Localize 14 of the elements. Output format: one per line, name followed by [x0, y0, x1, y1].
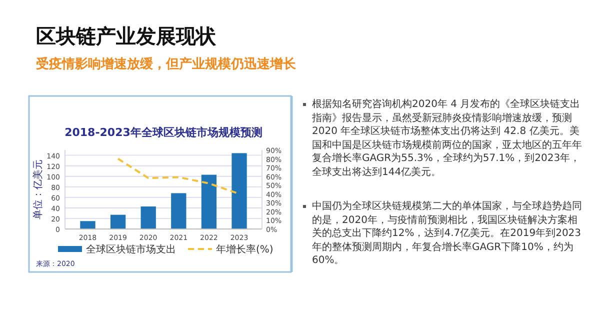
y-axis-title: 单位：亿美元 [32, 160, 44, 220]
bar [110, 214, 126, 229]
bar [80, 221, 96, 229]
text: 2018-2023年全球区块链市场规模预测 [64, 126, 262, 139]
bar [140, 206, 156, 229]
chart-subtitle: 受疫情影响增速放缓，但产业规模仍迅速增长 [35, 56, 297, 72]
bar [232, 153, 247, 229]
chart-title: 区块链产业发展现状 [36, 24, 217, 48]
legend-label: 年增长率(%) [216, 244, 274, 256]
legend-label: 全球区块链市场支出 [86, 244, 176, 256]
text: 根据知名研究咨询机构2020年 4 月发布的《全球区块链支出指南》报告显示，虽然受新冠肺炎疫情影响增速放缓，预测 2020 年全球区块链市场整体支出仍将达到 42.8 亿美元。美国和中国是区块链市场规模前两位的国家，亚太地区的五年年复合增长率GAGR为55.3%，全球约为57.1%，到2023年，全球支出将达到144亿美元。 [312, 98, 582, 179]
bar [201, 174, 217, 229]
text: 中国仍为全球区块链规模第二大的单体国家，与全球趋势趋同的是，2020年，与疫情前预测相比，我国区块链解决方案相关的总支出下降约12%，达到4.7亿美元。在2019年到2023年的整体预测周期内，年复合增长率GAGR下降10%，约为60%。 [312, 200, 582, 268]
bar [171, 193, 186, 229]
